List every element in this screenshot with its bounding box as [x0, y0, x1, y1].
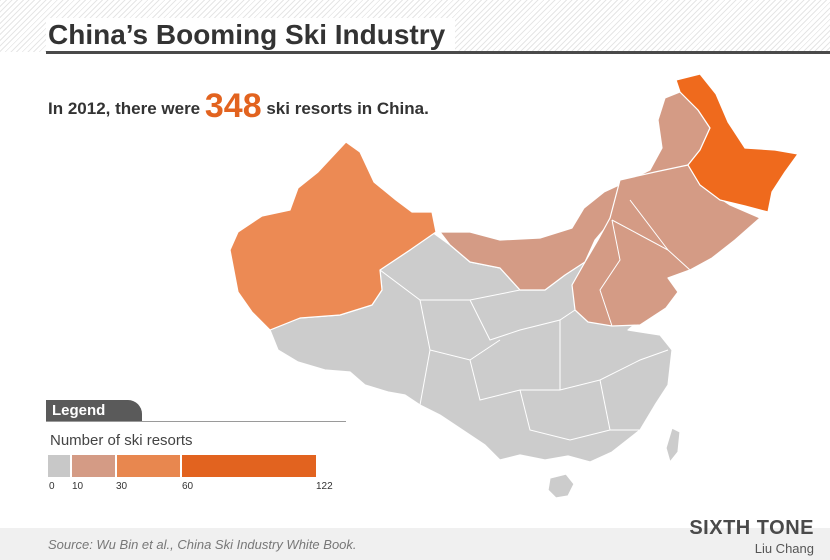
region-heilongjiang	[675, 73, 799, 213]
page-title: China’s Booming Ski Industry	[46, 18, 456, 52]
footer-bar	[0, 528, 830, 560]
legend-bin-30-60	[117, 455, 180, 477]
legend-bin-0-10	[48, 455, 70, 477]
legend-bin-10-30	[72, 455, 115, 477]
subtitle-before: In 2012, there were	[48, 99, 201, 118]
region-xinjiang	[229, 141, 437, 331]
china-map	[229, 73, 799, 499]
legend-divider	[46, 421, 346, 422]
source-note: Source: Wu Bin et al., China Ski Industr…	[48, 537, 357, 552]
region-hainan	[547, 473, 575, 499]
legend-tick-0: 0	[49, 481, 55, 492]
legend-caption: Number of ski resorts	[50, 432, 193, 449]
legend-tick-30: 30	[116, 481, 128, 492]
author-credit: Liu Chang	[754, 541, 814, 556]
resort-count: 348	[204, 87, 262, 125]
legend-tick-60: 60	[182, 481, 194, 492]
legend-heading: Legend	[46, 400, 142, 422]
legend-bin-60-122	[182, 455, 316, 477]
legend-tick-122: 122	[316, 481, 333, 492]
subtitle-after: ski resorts in China.	[266, 99, 429, 118]
headline-stat: In 2012, there were 348 ski resorts in C…	[48, 82, 429, 133]
legend-tick-10: 10	[72, 481, 84, 492]
region-taiwan	[665, 427, 681, 463]
region-grey-mainland	[269, 231, 673, 463]
brand-logo: SIXTH TONE	[689, 517, 814, 539]
title-divider	[46, 51, 830, 54]
